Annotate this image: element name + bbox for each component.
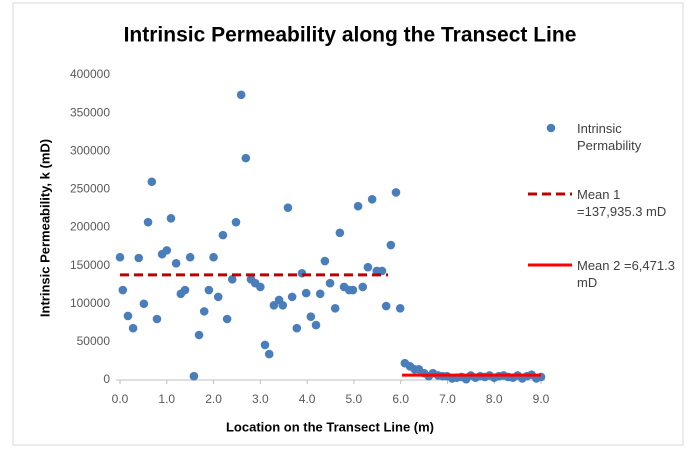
legend-label: Mean 1 =137,935.3 mD [577, 187, 667, 219]
data-point [218, 230, 228, 240]
x-tick-label: 9.0 [533, 392, 550, 406]
data-point [180, 285, 190, 295]
data-point [227, 275, 237, 284]
y-tick-label: 350000 [70, 105, 110, 119]
data-point [118, 285, 128, 295]
y-tick-label: 250000 [70, 182, 110, 196]
x-tick-label: 4.0 [299, 392, 316, 406]
x-tick-label: 3.0 [252, 392, 269, 406]
data-point [306, 312, 316, 322]
x-axis-label: Location on the Transect Line (m) [226, 419, 434, 434]
data-point [260, 340, 270, 350]
data-point [320, 256, 330, 266]
data-point [199, 307, 209, 316]
data-point [204, 285, 214, 295]
x-tick-label: 5.0 [346, 392, 363, 406]
x-tick-label: 0.0 [112, 392, 129, 406]
data-point [283, 203, 293, 212]
data-point [236, 90, 246, 100]
x-tick-label: 8.0 [486, 392, 503, 406]
data-point [143, 217, 153, 227]
data-point [213, 292, 223, 302]
data-point [335, 228, 345, 238]
y-tick-label: 200000 [70, 220, 110, 234]
data-point [147, 177, 157, 187]
y-tick-label: 300000 [70, 143, 110, 157]
legend-label: Mean 2 =6,471.3 mD [577, 258, 675, 290]
data-point [315, 289, 325, 299]
y-tick-label: 100000 [70, 296, 110, 310]
data-point [325, 278, 335, 288]
y-tick-label: 50000 [77, 334, 111, 348]
data-point [377, 266, 387, 276]
data-point [162, 246, 172, 255]
data-point [166, 214, 176, 223]
data-point [194, 330, 204, 340]
data-point [241, 153, 251, 163]
data-point [363, 262, 373, 272]
data-point [231, 217, 241, 227]
x-tick-label: 6.0 [392, 392, 409, 406]
data-point [128, 323, 138, 333]
data-point [367, 194, 377, 204]
chart-border [12, 2, 684, 446]
data-point [134, 253, 144, 263]
data-point [301, 288, 311, 298]
data-point [287, 292, 297, 302]
legend-marker [546, 123, 556, 133]
data-point [391, 188, 401, 197]
data-point [269, 300, 279, 310]
y-tick-label: 400000 [70, 67, 110, 81]
data-point [386, 240, 396, 250]
data-point [381, 301, 391, 311]
data-point [123, 311, 133, 321]
y-tick-label: 150000 [70, 258, 110, 272]
data-point [152, 314, 162, 324]
data-point [171, 259, 181, 268]
data-point [311, 320, 321, 330]
x-tick-label: 7.0 [439, 392, 456, 406]
data-point [395, 304, 405, 313]
chart-title: Intrinsic Permeability along the Transec… [124, 24, 577, 47]
data-point [358, 282, 368, 292]
data-point [256, 282, 265, 292]
data-point [189, 371, 199, 381]
y-tick-label: 0 [103, 372, 110, 386]
legend-label: Intrinsic Permability [577, 121, 642, 153]
data-point [115, 252, 125, 262]
data-point [348, 285, 358, 295]
data-point [330, 304, 340, 313]
y-axis-label: Intrinsic Permeability, k (mD) [37, 139, 52, 317]
x-tick-label: 2.0 [205, 392, 222, 406]
data-point [222, 314, 232, 324]
data-point [264, 349, 274, 359]
data-point [278, 300, 288, 310]
data-point [139, 299, 149, 309]
data-point [209, 252, 218, 262]
x-tick-label: 1.0 [158, 392, 175, 406]
data-point [292, 323, 302, 333]
data-point [185, 252, 195, 262]
data-point [353, 201, 363, 211]
